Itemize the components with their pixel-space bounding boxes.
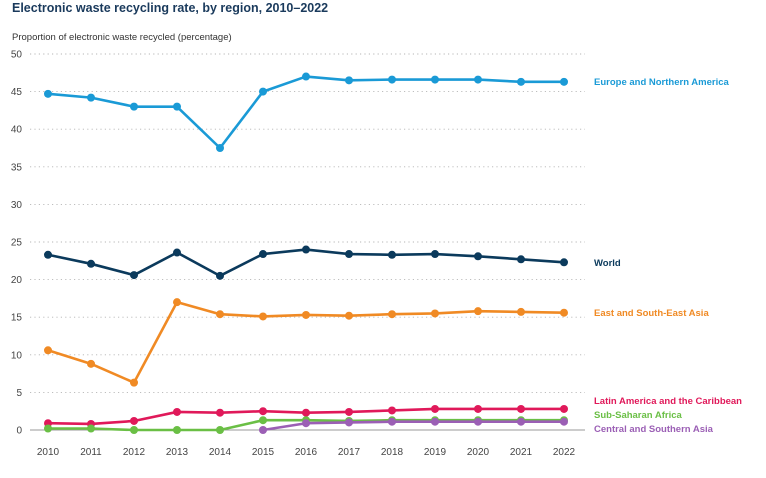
x-tick-label: 2017 — [338, 447, 361, 458]
data-point-east-and-south-east-asia — [173, 298, 181, 307]
y-tick-label: 5 — [16, 388, 22, 399]
data-point-central-and-southern-asia — [517, 417, 525, 426]
data-point-europe-and-northern-america — [259, 87, 267, 96]
series-label-central-and-southern-asia: Central and Southern Asia — [594, 424, 714, 435]
series-line-central-and-southern-asia — [262, 420, 564, 432]
data-point-world — [388, 250, 396, 259]
x-tick-label: 2020 — [467, 447, 490, 458]
x-tick-label: 2019 — [424, 447, 447, 458]
data-point-sub-saharan-africa — [259, 416, 267, 425]
x-tick-label: 2016 — [295, 447, 318, 458]
data-point-world — [259, 250, 267, 259]
y-tick-label: 25 — [11, 238, 23, 249]
data-point-world — [130, 271, 138, 280]
data-point-central-and-southern-asia — [431, 417, 439, 426]
data-point-sub-saharan-africa — [216, 426, 224, 434]
data-point-world — [44, 250, 52, 259]
data-point-east-and-south-east-asia — [44, 346, 52, 355]
data-point-east-and-south-east-asia — [474, 307, 482, 316]
series-label-europe-and-northern-america: Europe and Northern America — [594, 77, 730, 88]
x-tick-label: 2013 — [166, 447, 189, 458]
data-point-latin-america-and-the-caribbean — [474, 404, 482, 413]
data-point-world — [173, 248, 181, 257]
y-tick-label: 10 — [11, 350, 23, 361]
series-label-world: World — [594, 258, 621, 269]
x-tick-label: 2010 — [37, 447, 60, 458]
data-point-latin-america-and-the-caribbean — [388, 406, 396, 415]
data-point-central-and-southern-asia — [474, 417, 482, 426]
data-point-sub-saharan-africa — [44, 424, 52, 433]
x-tick-label: 2011 — [80, 447, 102, 458]
data-point-world — [302, 245, 310, 254]
y-tick-label: 35 — [11, 162, 23, 173]
data-point-central-and-southern-asia — [560, 417, 568, 426]
series-line-europe-and-northern-america — [47, 75, 564, 150]
series-label-east-and-south-east-asia: East and South-East Asia — [594, 308, 709, 319]
data-point-latin-america-and-the-caribbean — [302, 408, 310, 417]
y-tick-label: 40 — [11, 125, 23, 136]
x-tick-label: 2014 — [209, 447, 232, 458]
data-point-world — [345, 250, 353, 259]
data-point-latin-america-and-the-caribbean — [517, 404, 525, 413]
data-point-east-and-south-east-asia — [431, 309, 439, 318]
y-tick-label: 0 — [16, 426, 22, 437]
data-point-east-and-south-east-asia — [388, 310, 396, 319]
data-point-sub-saharan-africa — [173, 426, 181, 434]
data-point-east-and-south-east-asia — [259, 312, 267, 321]
data-point-europe-and-northern-america — [87, 93, 95, 102]
x-tick-label: 2018 — [381, 447, 404, 458]
data-point-europe-and-northern-america — [130, 102, 138, 111]
data-point-central-and-southern-asia — [302, 419, 310, 428]
data-point-east-and-south-east-asia — [130, 378, 138, 387]
data-point-world — [517, 255, 525, 264]
data-point-europe-and-northern-america — [302, 72, 310, 81]
data-point-latin-america-and-the-caribbean — [130, 416, 138, 425]
data-point-sub-saharan-africa — [130, 426, 138, 434]
data-point-europe-and-northern-america — [474, 75, 482, 84]
data-point-sub-saharan-africa — [87, 424, 95, 433]
data-point-east-and-south-east-asia — [517, 307, 525, 316]
data-point-central-and-southern-asia — [345, 418, 353, 427]
data-point-east-and-south-east-asia — [302, 310, 310, 319]
data-point-europe-and-northern-america — [431, 75, 439, 84]
data-point-central-and-southern-asia — [388, 417, 396, 426]
y-tick-label: 30 — [11, 200, 23, 211]
y-tick-label: 15 — [11, 313, 23, 324]
data-point-europe-and-northern-america — [44, 89, 52, 98]
data-point-world — [87, 259, 95, 268]
x-tick-label: 2022 — [553, 447, 576, 458]
x-tick-label: 2021 — [510, 447, 533, 458]
y-tick-label: 45 — [11, 87, 23, 98]
data-point-europe-and-northern-america — [173, 102, 181, 111]
data-point-latin-america-and-the-caribbean — [431, 404, 439, 413]
data-point-world — [474, 252, 482, 261]
data-point-latin-america-and-the-caribbean — [259, 407, 267, 416]
chart-title: Electronic waste recycling rate, by regi… — [12, 1, 329, 15]
data-point-europe-and-northern-america — [560, 77, 568, 86]
data-point-world — [560, 258, 568, 267]
x-tick-label: 2012 — [123, 447, 146, 458]
data-point-latin-america-and-the-caribbean — [173, 407, 181, 416]
data-point-east-and-south-east-asia — [345, 311, 353, 320]
y-tick-label: 20 — [11, 275, 23, 286]
y-axis-label: Proportion of electronic waste recycled … — [12, 32, 232, 43]
data-point-europe-and-northern-america — [216, 144, 224, 152]
data-point-europe-and-northern-america — [345, 76, 353, 85]
data-point-central-and-southern-asia — [259, 426, 267, 434]
data-point-world — [216, 271, 224, 280]
data-point-world — [431, 250, 439, 259]
data-point-east-and-south-east-asia — [560, 308, 568, 317]
data-point-east-and-south-east-asia — [87, 359, 95, 368]
data-point-latin-america-and-the-caribbean — [560, 404, 568, 413]
y-tick-label: 50 — [11, 50, 23, 61]
data-point-latin-america-and-the-caribbean — [345, 407, 353, 416]
data-point-east-and-south-east-asia — [216, 310, 224, 319]
x-tick-label: 2015 — [252, 447, 275, 458]
series-label-latin-america-and-the-caribbean: Latin America and the Caribbean — [594, 396, 742, 407]
data-point-europe-and-northern-america — [517, 77, 525, 86]
data-point-europe-and-northern-america — [388, 75, 396, 84]
data-point-latin-america-and-the-caribbean — [216, 408, 224, 417]
series-label-sub-saharan-africa: Sub-Saharan Africa — [594, 410, 683, 421]
